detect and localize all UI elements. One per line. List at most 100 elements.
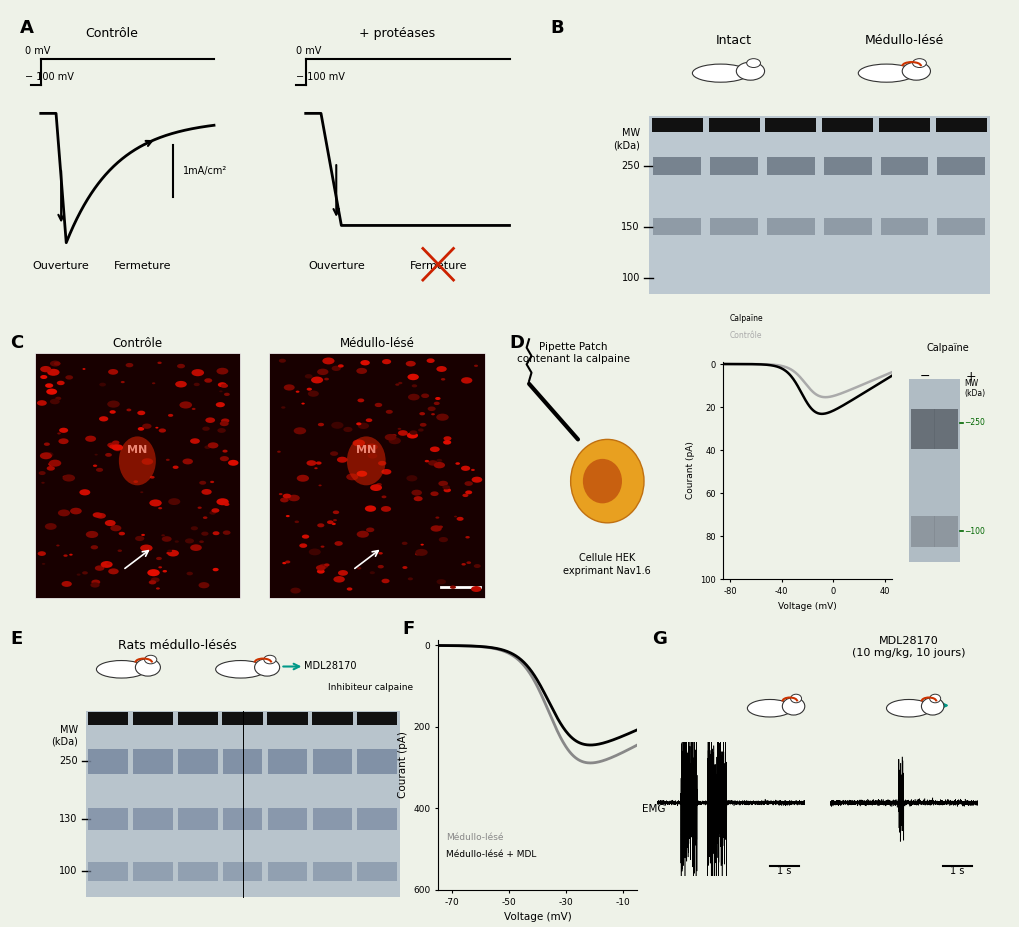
Circle shape [317, 523, 324, 527]
Circle shape [228, 460, 238, 465]
Circle shape [138, 411, 146, 415]
Circle shape [338, 570, 348, 576]
Text: MN: MN [127, 445, 148, 455]
Circle shape [216, 402, 225, 407]
Ellipse shape [887, 700, 931, 717]
Circle shape [63, 554, 67, 557]
Circle shape [455, 463, 460, 464]
Circle shape [99, 416, 108, 422]
Circle shape [62, 475, 75, 481]
Circle shape [415, 552, 420, 555]
Bar [653, 157, 701, 175]
Circle shape [431, 413, 435, 415]
Circle shape [783, 697, 805, 715]
Circle shape [143, 424, 152, 429]
Circle shape [461, 377, 473, 384]
Ellipse shape [858, 64, 915, 83]
Circle shape [105, 453, 112, 457]
Bar [268, 749, 308, 774]
Ellipse shape [346, 437, 385, 486]
Circle shape [48, 462, 56, 466]
Circle shape [118, 532, 125, 536]
Circle shape [213, 568, 219, 571]
Text: 100: 100 [59, 866, 77, 876]
Circle shape [156, 557, 162, 560]
Text: 1mA/cm²: 1mA/cm² [183, 166, 227, 176]
Circle shape [93, 464, 97, 467]
Circle shape [96, 468, 103, 472]
Circle shape [117, 550, 122, 552]
Y-axis label: Courant (pA): Courant (pA) [397, 731, 408, 798]
Circle shape [296, 390, 300, 393]
Circle shape [395, 384, 399, 386]
Circle shape [300, 543, 307, 548]
Bar [132, 712, 173, 726]
Bar [879, 118, 930, 132]
Circle shape [205, 446, 211, 449]
Circle shape [157, 362, 162, 364]
Circle shape [443, 440, 451, 445]
Circle shape [357, 531, 369, 538]
Circle shape [218, 382, 226, 387]
Circle shape [318, 423, 324, 426]
Circle shape [381, 578, 389, 583]
Circle shape [463, 494, 469, 497]
Circle shape [386, 410, 392, 413]
Circle shape [149, 580, 156, 584]
Circle shape [401, 541, 408, 545]
Circle shape [317, 369, 328, 375]
Text: MW
(kDa): MW (kDa) [51, 725, 77, 747]
Circle shape [180, 404, 185, 407]
Bar [89, 861, 127, 881]
Circle shape [152, 382, 155, 384]
Ellipse shape [97, 661, 147, 678]
Text: Médullo-lésé: Médullo-lésé [339, 337, 415, 350]
Circle shape [316, 462, 322, 464]
Text: D: D [510, 334, 525, 351]
Circle shape [308, 390, 319, 397]
Bar [937, 218, 985, 235]
Circle shape [39, 471, 46, 475]
Circle shape [109, 410, 116, 413]
Circle shape [747, 58, 760, 68]
Bar [652, 118, 703, 132]
Circle shape [361, 360, 370, 365]
Text: Rats médullo-lésés: Rats médullo-lésés [118, 639, 236, 652]
Circle shape [319, 485, 322, 487]
Circle shape [436, 413, 448, 421]
Text: 250: 250 [622, 161, 640, 171]
Circle shape [199, 481, 206, 485]
Circle shape [76, 574, 81, 576]
Circle shape [302, 535, 309, 539]
Circle shape [222, 450, 227, 452]
Circle shape [63, 476, 66, 477]
Circle shape [414, 496, 423, 502]
Circle shape [194, 383, 200, 387]
Text: Ouverture: Ouverture [308, 260, 365, 271]
Circle shape [40, 375, 47, 379]
Bar [133, 861, 172, 881]
Circle shape [288, 495, 300, 502]
Circle shape [142, 534, 145, 536]
Circle shape [186, 572, 193, 576]
Text: MW
(kDa): MW (kDa) [613, 129, 640, 150]
Text: Contrôle: Contrôle [112, 337, 162, 350]
Circle shape [381, 469, 391, 475]
Circle shape [83, 368, 86, 370]
Circle shape [108, 568, 119, 575]
Circle shape [381, 506, 391, 512]
Circle shape [370, 484, 382, 491]
Circle shape [462, 563, 466, 565]
Text: C: C [10, 334, 23, 351]
Circle shape [425, 460, 429, 463]
Circle shape [92, 579, 100, 585]
Circle shape [83, 571, 88, 575]
Circle shape [105, 520, 115, 527]
Circle shape [465, 481, 473, 486]
Bar [823, 157, 871, 175]
Circle shape [168, 413, 173, 417]
Ellipse shape [692, 64, 749, 83]
Circle shape [430, 491, 438, 496]
Circle shape [474, 364, 478, 367]
Ellipse shape [747, 700, 793, 717]
